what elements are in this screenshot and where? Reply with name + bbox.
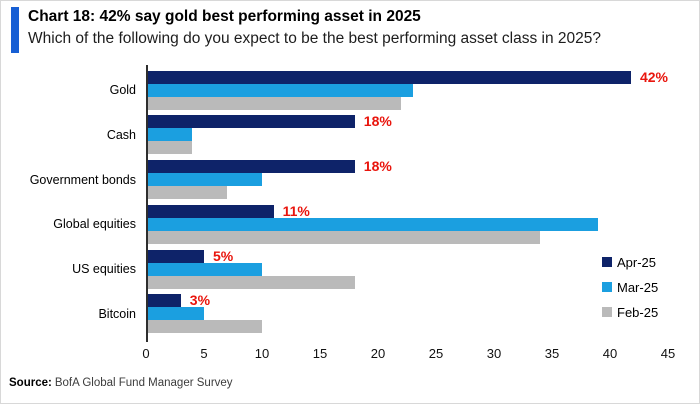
legend-marker-mar-25: [602, 282, 612, 292]
legend-label-mar-25: Mar-25: [617, 279, 659, 295]
bar-government-bonds-feb-25: [146, 186, 228, 200]
source-label: Source:: [9, 377, 52, 389]
bar-group-bitcoin: Bitcoin 3%: [1, 292, 699, 334]
bar-row: [146, 307, 668, 321]
plot-area: Gold 42% Cash 18% Government bonds 18% Global …: [1, 65, 699, 339]
x-tick-45: 45: [660, 346, 676, 361]
bar-row: 3%: [146, 292, 668, 309]
bar-government-bonds-mar-25: [146, 173, 262, 187]
category-label-gold: Gold: [109, 83, 136, 98]
bar-group-cash: Cash 18%: [1, 113, 699, 155]
bar-us-equities-mar-25: [146, 262, 262, 276]
bar-row: [146, 83, 668, 97]
bar-row: [146, 320, 668, 334]
data-label-gold: 42%: [639, 68, 668, 85]
data-label-bitcoin: 3%: [189, 292, 211, 309]
category-label-government-bonds: Government bonds: [29, 172, 136, 187]
bar-row: [146, 128, 668, 142]
x-axis-ticks: 0 5 10 15 20 25 30 35 40 45: [142, 346, 675, 362]
bar-bitcoin-mar-25: [146, 307, 204, 321]
bar-cash-feb-25: [146, 141, 193, 155]
bar-global-equities-apr-25: [146, 204, 274, 218]
data-label-cash: 18%: [363, 113, 392, 130]
legend-marker-feb-25: [602, 307, 612, 317]
bar-row: 18%: [146, 158, 668, 175]
bar-bitcoin-feb-25: [146, 320, 262, 334]
x-tick-10: 10: [254, 346, 270, 361]
source-note: Source: BofA Global Fund Manager Survey: [9, 377, 233, 389]
y-axis-line: [146, 65, 148, 342]
bar-cash-mar-25: [146, 128, 193, 142]
legend-item-mar-25: Mar-25: [602, 279, 658, 295]
source-text: BofA Global Fund Manager Survey: [54, 377, 233, 389]
bar-global-equities-feb-25: [146, 230, 541, 244]
bar-row: [146, 141, 668, 155]
chart-title: Chart 18: 42% say gold best performing a…: [28, 8, 421, 25]
x-tick-40: 40: [602, 346, 618, 361]
x-tick-15: 15: [312, 346, 328, 361]
bar-bitcoin-apr-25: [146, 294, 181, 308]
bar-row: 42%: [146, 68, 668, 85]
chart-subtitle: Which of the following do you expect to …: [28, 30, 601, 47]
legend-label-apr-25: Apr-25: [617, 254, 657, 270]
legend-label-feb-25: Feb-25: [617, 304, 659, 320]
bar-group-global-equities: Global equities 11%: [1, 202, 699, 244]
bar-global-equities-mar-25: [146, 217, 599, 231]
bar-row: [146, 186, 668, 200]
bar-row: [146, 96, 668, 110]
legend-item-feb-25: Feb-25: [602, 304, 658, 320]
x-tick-20: 20: [370, 346, 386, 361]
bar-stack: 42%: [146, 68, 699, 110]
category-label-us-equities: US equities: [72, 262, 136, 277]
bar-stack: 18%: [146, 113, 699, 155]
bar-us-equities-feb-25: [146, 275, 355, 289]
data-label-us-equities: 5%: [213, 247, 234, 264]
legend: Apr-25 Mar-25 Feb-25: [602, 254, 658, 320]
bar-group-us-equities: US equities 5%: [1, 247, 699, 289]
x-tick-25: 25: [428, 346, 444, 361]
bar-row: [146, 173, 668, 187]
bar-row: [146, 217, 668, 231]
category-label-global-equities: Global equities: [53, 217, 136, 232]
category-label-bitcoin: Bitcoin: [98, 306, 136, 321]
legend-item-apr-25: Apr-25: [602, 254, 658, 270]
x-tick-0: 0: [142, 346, 150, 361]
bar-chart: Gold 42% Cash 18% Government bonds 18% Global …: [1, 65, 699, 365]
bar-gold-mar-25: [146, 83, 413, 97]
bar-row: 5%: [146, 247, 668, 264]
bar-row: [146, 262, 668, 276]
bar-stack: 3%: [146, 292, 699, 334]
bar-row: 11%: [146, 202, 668, 219]
title-accent-bar: [11, 7, 19, 53]
bar-stack: 11%: [146, 202, 699, 244]
bar-gold-apr-25: [146, 70, 631, 84]
category-label-cash: Cash: [106, 127, 136, 142]
bar-cash-apr-25: [146, 115, 355, 129]
bar-row: [146, 275, 668, 289]
bar-row: 18%: [146, 113, 668, 130]
x-tick-35: 35: [544, 346, 560, 361]
bar-us-equities-apr-25: [146, 249, 204, 263]
bar-group-gold: Gold 42%: [1, 68, 699, 110]
bar-government-bonds-apr-25: [146, 160, 355, 174]
bar-stack: 18%: [146, 158, 699, 200]
data-label-government-bonds: 18%: [363, 158, 392, 175]
bar-gold-feb-25: [146, 96, 402, 110]
legend-marker-apr-25: [602, 257, 612, 267]
bar-row: [146, 230, 668, 244]
x-tick-30: 30: [486, 346, 502, 361]
bar-stack: 5%: [146, 247, 699, 289]
x-tick-5: 5: [200, 346, 208, 361]
data-label-global-equities: 11%: [282, 202, 310, 219]
bar-group-government-bonds: Government bonds 18%: [1, 158, 699, 200]
